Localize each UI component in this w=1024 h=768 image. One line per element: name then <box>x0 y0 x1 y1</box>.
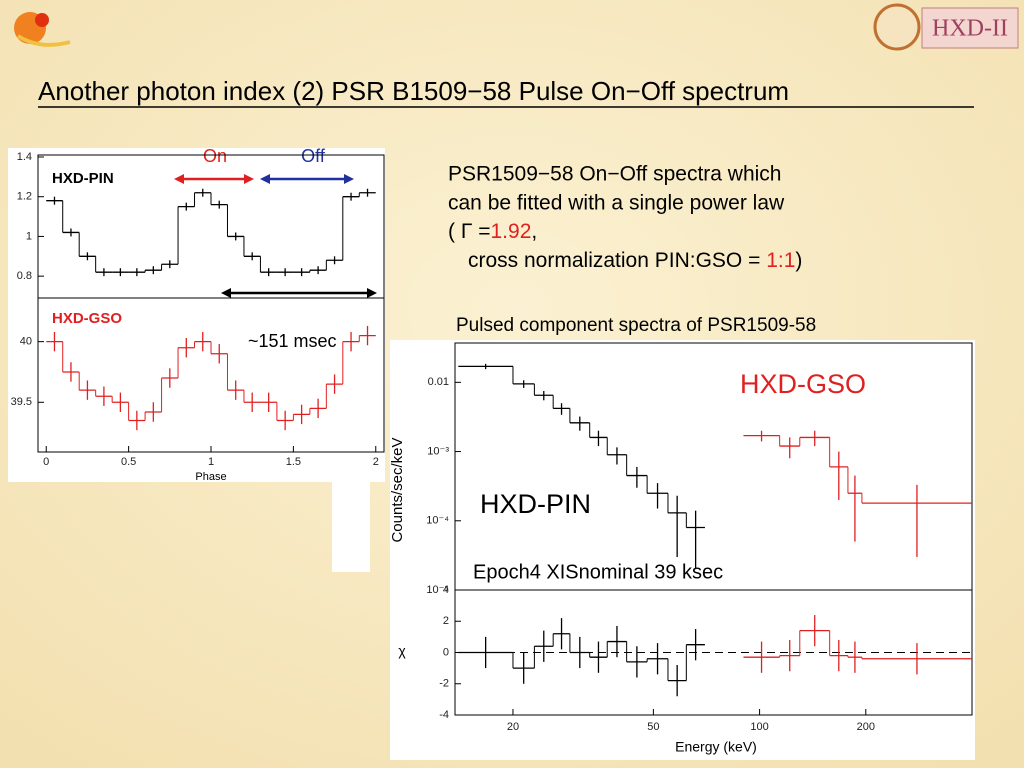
x-tick-label: 50 <box>647 721 659 733</box>
slide-title: Another photon index (2) PSR B1509−58 Pu… <box>38 76 789 106</box>
spectrum-figure <box>390 340 975 760</box>
annotation: ~151 msec <box>248 331 337 351</box>
y-tick-label: 40 <box>20 336 32 348</box>
x-tick-label: 2 <box>373 456 379 468</box>
x-tick-label: 0.5 <box>121 456 136 468</box>
y-tick-label: 0 <box>443 646 449 658</box>
y-tick-label: 0.8 <box>17 270 32 282</box>
description: PSR1509−58 On−Off spectra which can be f… <box>448 163 802 272</box>
y-tick-label: 1 <box>26 230 32 242</box>
x-tick-label: 1.5 <box>286 456 301 468</box>
series-label: HXD-GSO <box>740 369 866 399</box>
x-tick-label: 20 <box>507 721 519 733</box>
y-tick-label: 10⁻⁴ <box>426 515 449 527</box>
y-tick-label: 2 <box>443 615 449 627</box>
figure-patch <box>332 482 370 572</box>
panel-label: HXD-PIN <box>52 170 114 187</box>
x-tick-label: 200 <box>857 721 875 733</box>
series-label: HXD-PIN <box>480 489 591 519</box>
y-tick-label: -4 <box>439 709 449 721</box>
text: , <box>531 220 537 243</box>
norm-value: 1:1 <box>766 249 795 272</box>
y-tick-label: 1.2 <box>17 191 32 203</box>
logo-right: HXD-II <box>873 3 1019 51</box>
arrows <box>174 174 377 298</box>
y-axis-label: Counts/sec/keV <box>389 437 406 542</box>
y-tick-label: 0.01 <box>428 376 449 388</box>
text: ) <box>795 249 802 272</box>
x-tick-label: 1 <box>208 456 214 468</box>
text: cross normalization PIN:GSO = <box>468 249 766 272</box>
x-tick-label: 100 <box>750 721 768 733</box>
y-tick-label: 39.5 <box>11 396 32 408</box>
profile-figure <box>8 148 385 482</box>
desc-line: cross normalization PIN:GSO = 1:1) <box>468 249 802 272</box>
off-label: Off <box>301 146 326 166</box>
y-axis-label: χ <box>398 643 406 659</box>
on-label: On <box>203 146 227 166</box>
y-tick-label: -2 <box>439 678 449 690</box>
annotation: Epoch4 XISnominal 39 ksec <box>473 561 723 583</box>
y-tick-label: 1.4 <box>17 151 32 163</box>
desc-line: can be fitted with a single power law <box>448 192 785 215</box>
x-axis-label: Energy (keV) <box>675 739 757 755</box>
x-axis-label: Phase <box>195 471 226 483</box>
y-tick-label: 4 <box>443 584 449 596</box>
panel-label: HXD-GSO <box>52 310 122 327</box>
desc-line: PSR1509−58 On−Off spectra which <box>448 163 781 186</box>
gamma-value: 1.92 <box>491 220 532 243</box>
desc-line: ( Γ =1.92, <box>448 220 537 243</box>
text: ( Γ = <box>448 220 491 243</box>
spectrum-caption: Pulsed component spectra of PSR1509-58 <box>456 315 816 336</box>
svg-text:HXD-II: HXD-II <box>932 16 1008 42</box>
y-tick-label: 10⁻³ <box>427 445 449 457</box>
logo-left <box>14 12 71 47</box>
y-tick-label: 10⁻⁵ <box>426 584 449 596</box>
x-tick-label: 0 <box>43 456 49 468</box>
